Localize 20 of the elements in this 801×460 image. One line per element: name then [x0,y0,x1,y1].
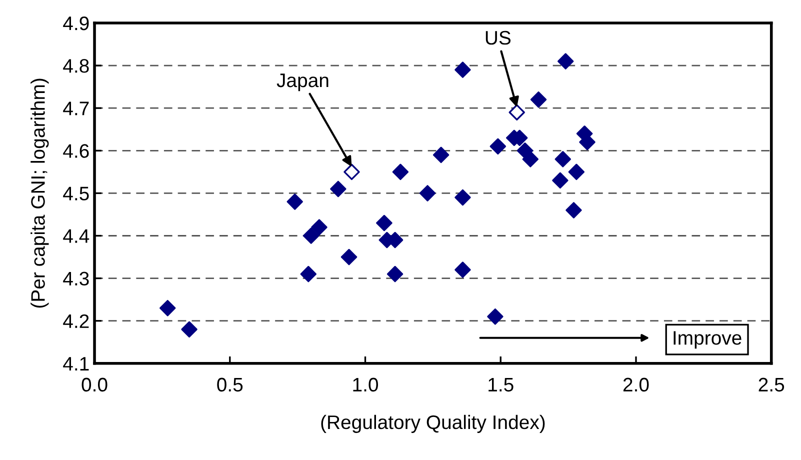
y-tick-label: 4.1 [63,357,89,370]
x-axis-title: (Regulatory Quality Index) [321,414,545,433]
x-tick-label: 2.0 [623,378,649,392]
annotation: Improve [674,331,742,349]
y-tick-label: 4.4 [63,229,90,243]
y-tick-label: 4.3 [63,272,89,286]
y-tick-label: 4.5 [63,186,89,200]
y-axis-title: (Per capita GNI; logarithm) [30,78,49,308]
x-tick-label: 1.0 [353,378,378,392]
y-tick-label: 4.7 [63,102,89,116]
x-tick-label: 0.0 [82,378,108,392]
annotation: Japan [276,74,328,92]
x-tick-label: 1.5 [488,378,514,392]
y-tick-label: 4.6 [63,144,89,158]
y-tick-label: 4.8 [63,59,89,73]
y-tick-label: 4.9 [63,16,89,30]
annotation: US [486,30,511,45]
y-tick-label: 4.2 [63,314,89,328]
x-tick-label: 0.5 [217,378,243,392]
x-tick-label: 2.5 [758,378,784,392]
